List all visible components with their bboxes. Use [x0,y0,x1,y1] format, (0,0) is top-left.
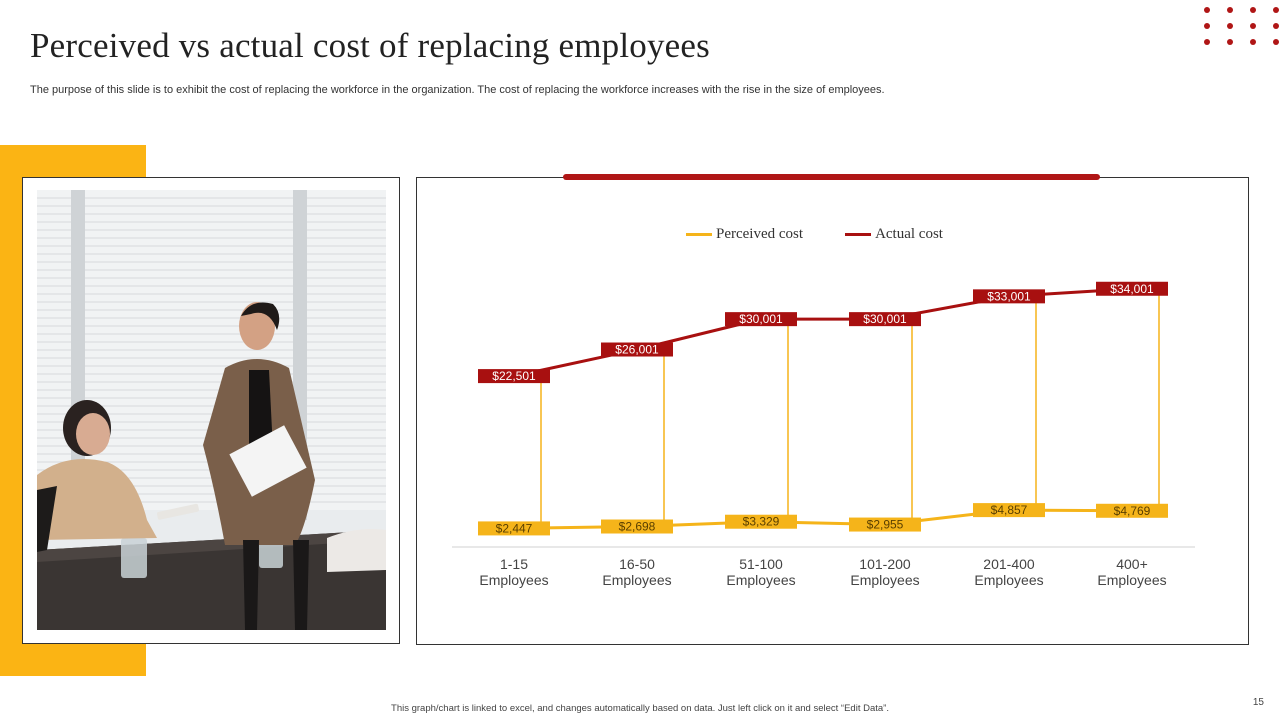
data-label: $30,001 [739,312,783,326]
data-label-box [601,342,673,357]
x-tick-label: Employees [1097,572,1166,588]
x-tick-label: 400+ [1116,556,1148,572]
x-tick-label: Employees [850,572,919,588]
data-label: $30,001 [863,312,907,326]
data-label-box [725,514,797,529]
data-label: $2,447 [496,521,533,535]
x-tick-label: Employees [726,572,795,588]
data-label: $3,329 [743,515,780,529]
x-tick-label: 1-15 [500,556,528,572]
data-label: $4,857 [991,503,1028,517]
data-label-box [973,503,1045,518]
data-label-box [601,519,673,534]
data-label-box [973,289,1045,304]
page-number: 15 [1252,697,1264,708]
x-tick-label: Employees [974,572,1043,588]
data-label: $34,001 [1110,282,1154,296]
chart-legend: Perceived cost Actual cost [686,226,943,243]
x-tick-label: 16-50 [619,556,655,572]
x-tick-label: Employees [602,572,671,588]
data-label: $2,698 [619,520,656,534]
legend-label-actual: Actual cost [875,226,943,242]
chart-container [416,177,1249,645]
legend-label-perceived: Perceived cost [716,226,804,242]
legend-item-perceived: Perceived cost [686,226,803,243]
data-label-box [478,369,550,384]
page-title: Perceived vs actual cost of replacing em… [30,26,710,65]
data-label-box [1096,281,1168,296]
x-tick-label: 201-400 [983,556,1035,572]
legend-item-actual: Actual cost [845,226,943,243]
data-label: $22,501 [492,369,536,383]
meeting-photo [37,190,386,630]
data-label: $26,001 [615,343,659,357]
data-label-box [1096,503,1168,518]
footer-note: This graph/chart is linked to excel, and… [391,703,889,714]
page-subtitle: The purpose of this slide is to exhibit … [30,84,885,96]
x-tick-label: 101-200 [859,556,911,572]
data-label: $33,001 [987,289,1031,303]
data-label-box [725,312,797,327]
x-tick-label: 51-100 [739,556,783,572]
legend-swatch-actual [845,233,872,236]
x-tick-label: Employees [479,572,548,588]
chart-accent-bar [563,174,1100,180]
data-label-box [478,521,550,536]
data-label-box [849,312,921,327]
legend-swatch-perceived [686,233,712,236]
data-label: $4,769 [1114,504,1151,518]
decorative-dots [1202,5,1280,47]
data-label-box [849,517,921,532]
data-label: $2,955 [867,518,904,532]
